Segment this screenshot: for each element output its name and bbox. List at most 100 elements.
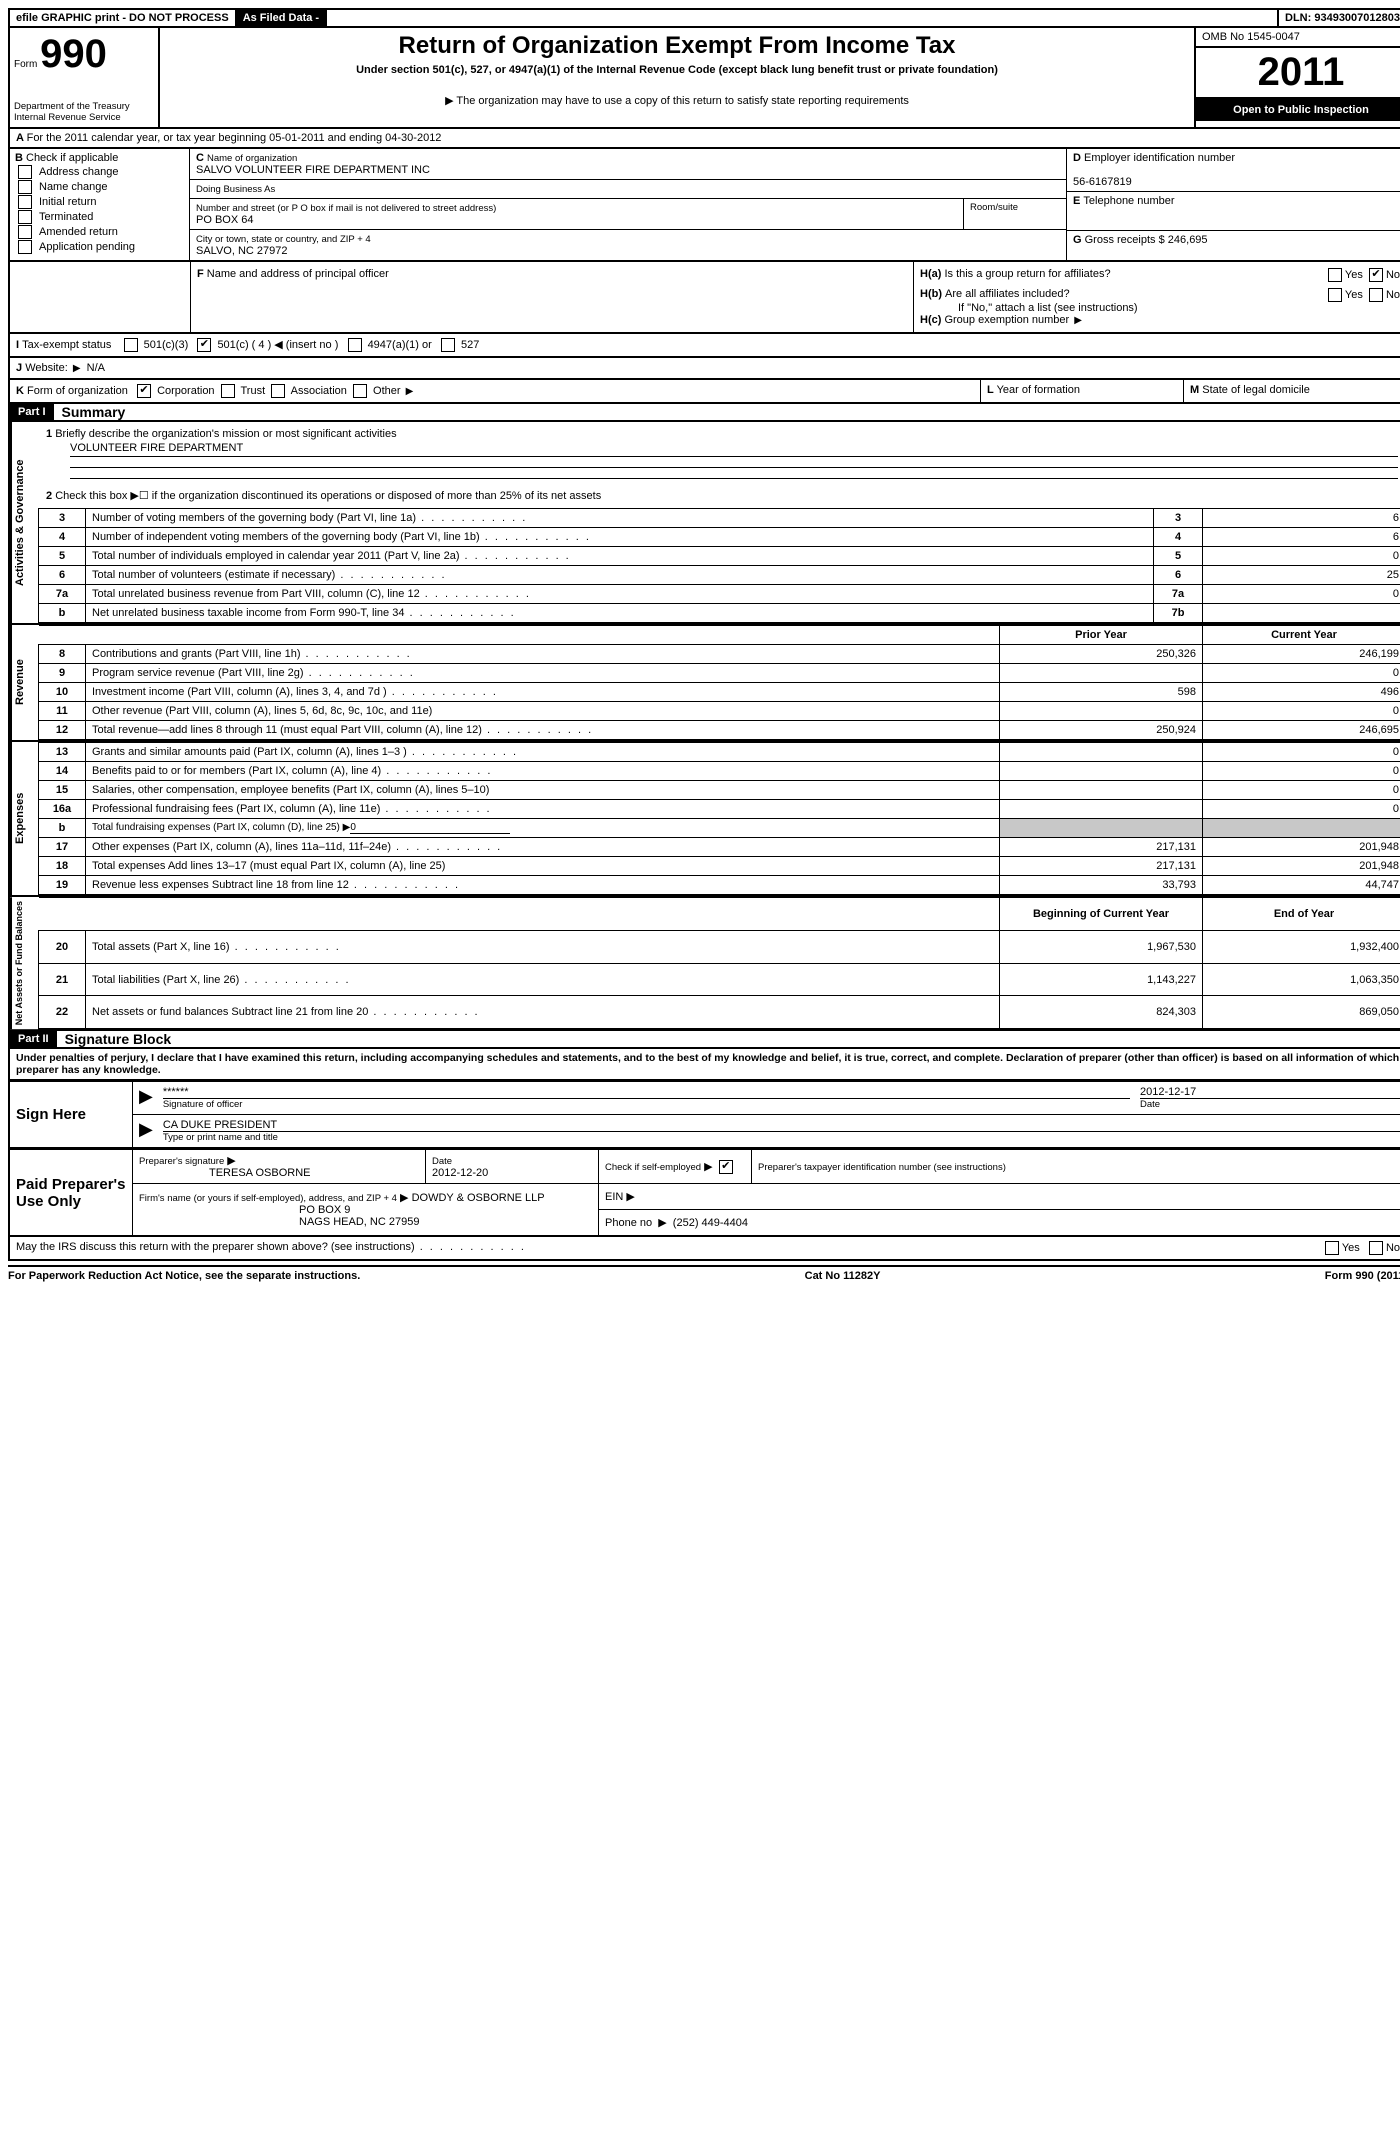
- l5-desc: Total number of individuals employed in …: [92, 550, 571, 562]
- cb-app-pending[interactable]: [18, 240, 32, 254]
- l13-prior: [1000, 743, 1203, 762]
- cb-other[interactable]: [353, 384, 367, 398]
- cb-501c[interactable]: ✔: [197, 338, 211, 352]
- sign-date-label: Date: [1140, 1099, 1400, 1110]
- l8-prior: 250,326: [1000, 645, 1203, 664]
- l20-end: 1,932,400: [1203, 930, 1400, 963]
- ptin-label: Preparer's taxpayer identification numbe…: [758, 1162, 1006, 1173]
- return-subtitle: Under section 501(c), 527, or 4947(a)(1)…: [164, 64, 1190, 76]
- phone-value: (252) 449-4404: [673, 1217, 748, 1229]
- state-note: ▶ The organization may have to use a cop…: [164, 94, 1190, 107]
- firm-name: DOWDY & OSBORNE LLP: [412, 1192, 545, 1204]
- c-room-label: Room/suite: [963, 199, 1066, 229]
- cb-self-employed[interactable]: ✔: [719, 1160, 733, 1174]
- ptin-cell: Preparer's taxpayer identification numbe…: [752, 1150, 1400, 1184]
- c-city-label: City or town, state or country, and ZIP …: [196, 234, 371, 245]
- i-opt-2: 4947(a)(1) or: [368, 339, 432, 351]
- l10-curr: 496: [1203, 683, 1400, 702]
- prep-date-label: Date: [432, 1156, 452, 1167]
- rev-block: Revenue Prior YearCurrent Year 8Contribu…: [8, 625, 1400, 742]
- b-opt-0: Address change: [39, 166, 119, 178]
- hc-label: Group exemption number: [944, 314, 1069, 326]
- l7a-val: 0: [1203, 585, 1400, 604]
- side-ag: Activities & Governance: [10, 422, 38, 623]
- l17-curr: 201,948: [1203, 838, 1400, 857]
- hb-label: Are all affiliates included?: [945, 288, 1070, 300]
- cb-initial-return[interactable]: [18, 195, 32, 209]
- cb-501c3[interactable]: [124, 338, 138, 352]
- l6-desc: Total number of volunteers (estimate if …: [92, 569, 447, 581]
- l11-prior: [1000, 702, 1203, 721]
- l14-prior: [1000, 762, 1203, 781]
- form-right: OMB No 1545-0047 2011 Open to Public Ins…: [1194, 28, 1400, 127]
- l11-curr: 0: [1203, 702, 1400, 721]
- ein-phone-cell: EIN ▶ Phone no ▶ (252) 449-4404: [599, 1184, 1400, 1237]
- l1-label: Briefly describe the organization's miss…: [55, 428, 396, 440]
- l15-curr: 0: [1203, 781, 1400, 800]
- l5-val: 0: [1203, 547, 1400, 566]
- cb-discuss-yes[interactable]: [1325, 1241, 1339, 1255]
- m-label: State of legal domicile: [1202, 384, 1310, 396]
- f-label: Name and address of principal officer: [207, 268, 389, 280]
- cb-assoc[interactable]: [271, 384, 285, 398]
- l22-end: 869,050: [1203, 996, 1400, 1029]
- l16b-curr: [1203, 819, 1400, 838]
- g-label: Gross receipts $: [1085, 234, 1165, 246]
- b-heading: Check if applicable: [26, 152, 118, 164]
- mission-text: VOLUNTEER FIRE DEPARTMENT: [70, 442, 1398, 457]
- cb-hb-no[interactable]: [1369, 288, 1383, 302]
- self-emp-cell: Check if self-employed ▶ ✔: [599, 1150, 752, 1184]
- paid-preparer-table: Paid Preparer's Use Only Preparer's sign…: [8, 1149, 1400, 1237]
- cb-name-change[interactable]: [18, 180, 32, 194]
- side-exp: Expenses: [10, 742, 38, 895]
- col-begin: Beginning of Current Year: [1000, 898, 1203, 931]
- l16b-val: 0: [350, 822, 510, 834]
- exp-block: Expenses 13Grants and similar amounts pa…: [8, 742, 1400, 897]
- part1-tag: Part I: [10, 404, 54, 420]
- cb-trust[interactable]: [221, 384, 235, 398]
- prep-sig-cell: Preparer's signature ▶ TERESA OSBORNE: [133, 1150, 426, 1184]
- na-table: Beginning of Current YearEnd of Year 20T…: [38, 897, 1400, 1029]
- cb-hb-yes[interactable]: [1328, 288, 1342, 302]
- ha-label: Is this a group return for affiliates?: [944, 268, 1110, 280]
- state-note-text: The organization may have to use a copy …: [456, 95, 908, 107]
- l12-curr: 246,695: [1203, 721, 1400, 740]
- website-value: N/A: [87, 362, 105, 374]
- l17-desc: Other expenses (Part IX, column (A), lin…: [92, 841, 502, 853]
- firm-label: Firm's name (or yours if self-employed),…: [139, 1193, 397, 1204]
- cb-amended[interactable]: [18, 225, 32, 239]
- cb-discuss-no[interactable]: [1369, 1241, 1383, 1255]
- sign-here-label: Sign Here: [9, 1082, 133, 1149]
- cb-ha-yes[interactable]: [1328, 268, 1342, 282]
- self-emp-label: Check if self-employed: [605, 1162, 701, 1173]
- k-opt-1: Trust: [240, 385, 265, 397]
- cb-ha-no[interactable]: ✔: [1369, 268, 1383, 282]
- l14-curr: 0: [1203, 762, 1400, 781]
- cb-terminated[interactable]: [18, 210, 32, 224]
- l16b-prior: [1000, 819, 1203, 838]
- c-dba-label: Doing Business As: [196, 184, 275, 195]
- footer-year: 2011: [1380, 1270, 1400, 1282]
- na-block: Net Assets or Fund Balances Beginning of…: [8, 897, 1400, 1031]
- l13-curr: 0: [1203, 743, 1400, 762]
- discuss-no: No: [1386, 1242, 1400, 1254]
- org-name: SALVO VOLUNTEER FIRE DEPARTMENT INC: [196, 164, 430, 176]
- line-i: I Tax-exempt status 501(c)(3) ✔ 501(c) (…: [8, 334, 1400, 358]
- name-row: ▶ CA DUKE PRESIDENT Type or print name a…: [133, 1115, 1400, 1149]
- l10-prior: 598: [1000, 683, 1203, 702]
- k-opt-0: Corporation: [157, 385, 214, 397]
- cb-527[interactable]: [441, 338, 455, 352]
- l20-desc: Total assets (Part X, line 16): [92, 941, 341, 953]
- discuss-row: May the IRS discuss this return with the…: [8, 1237, 1400, 1261]
- l18-curr: 201,948: [1203, 857, 1400, 876]
- cb-corp[interactable]: ✔: [137, 384, 151, 398]
- org-street: PO BOX 64: [196, 214, 253, 226]
- l7b-desc: Net unrelated business taxable income fr…: [92, 607, 516, 619]
- klm-row: K Form of organization ✔ Corporation Tru…: [8, 380, 1400, 404]
- org-city: SALVO, NC 27972: [196, 245, 288, 257]
- d-label: Employer identification number: [1084, 152, 1235, 164]
- cb-4947[interactable]: [348, 338, 362, 352]
- officer-name-label: Type or print name and title: [163, 1132, 1400, 1143]
- cb-address-change[interactable]: [18, 165, 32, 179]
- sign-date-value: 2012-12-17: [1140, 1086, 1400, 1099]
